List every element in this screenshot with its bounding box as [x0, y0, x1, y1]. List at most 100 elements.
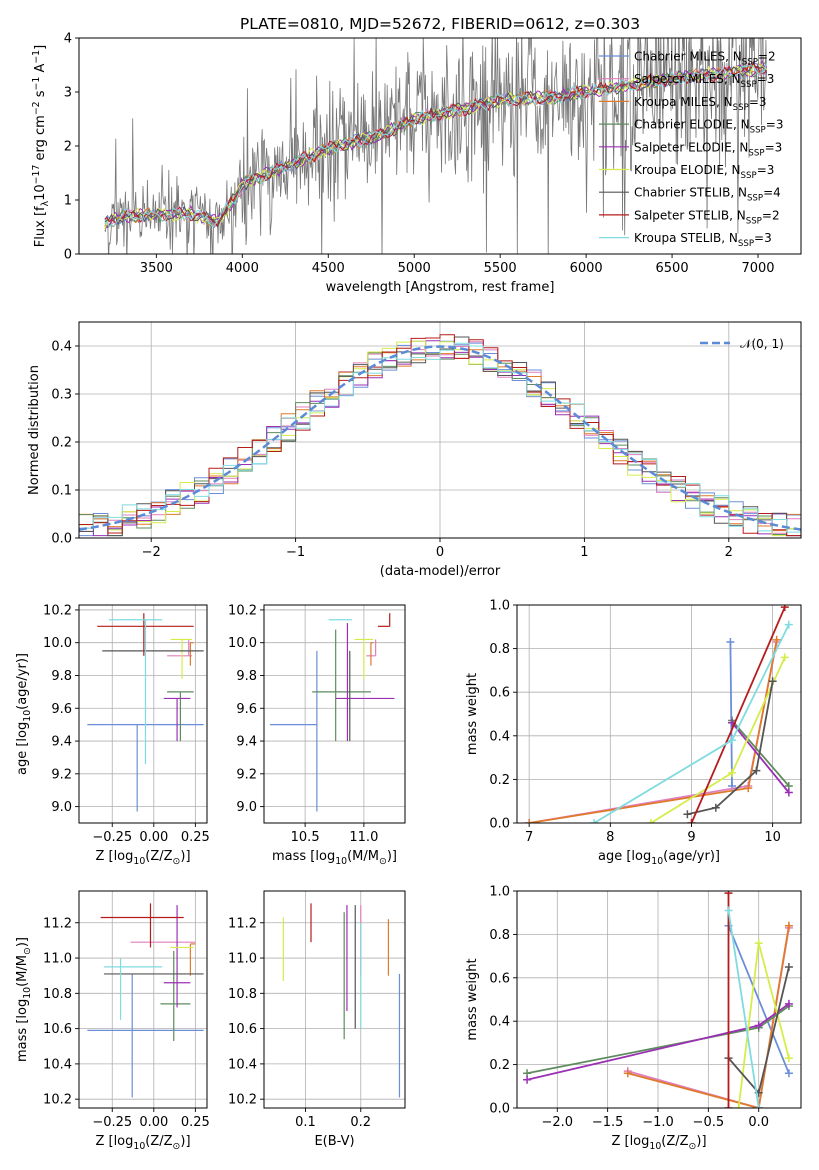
- y-tick-label: 9.8: [236, 669, 257, 684]
- y-tick-label: 0.1: [51, 484, 72, 499]
- y-tick-label: 0.3: [51, 388, 72, 403]
- x-tick-label: −0.5: [693, 1115, 725, 1130]
- x-tick-label: 4500: [312, 261, 345, 276]
- ticks: 3500 4000 4500 5000 5500 6000 6500 7000 0 1 2 3 4: [64, 32, 775, 277]
- y-tick-label: 9.0: [51, 800, 72, 815]
- y-tick-label: 0.6: [489, 686, 510, 701]
- y-tick-label: 2: [64, 140, 72, 155]
- x-tick-label: −2: [142, 545, 161, 560]
- errorbar-chabrier-elodie: [167, 691, 194, 742]
- weight-marker: [784, 962, 793, 971]
- ticks: 0.1 0.2 10.2 10.4 10.6 10.8 11.0 11.2: [228, 916, 371, 1130]
- y-tick-label: 3: [64, 86, 72, 101]
- errorbar-kroupa-miles: [189, 642, 194, 666]
- y-tick-label: 10.2: [43, 603, 72, 618]
- x-tick-label: 4000: [226, 261, 259, 276]
- legend-label: Chabrier MILES, NSSP=2: [634, 50, 776, 68]
- x-tick-label: −0.25: [92, 1115, 132, 1130]
- axes-frame: [516, 604, 802, 824]
- errorbar-kroupa-miles: [189, 943, 196, 976]
- weight-marker: [711, 803, 720, 812]
- x-tick-label: 10.5: [291, 830, 320, 845]
- histogram-kroupa-stelib: [79, 342, 801, 533]
- y-tick-label: 10.2: [43, 1093, 72, 1108]
- weight-marker: [726, 638, 735, 647]
- weight-marker: [728, 768, 737, 777]
- x-axis-label: mass [log10(M/M⊙)]: [272, 849, 397, 867]
- y-tick-label: 10.2: [228, 603, 257, 618]
- x-tick-label: −0.25: [92, 830, 132, 845]
- y-tick-label: 9.2: [51, 767, 72, 782]
- y-tick-label: 10.6: [43, 1022, 72, 1037]
- weight-series-kroupa-elodie: [734, 939, 793, 1108]
- y-tick-label: 9.4: [51, 735, 72, 750]
- weight-line: [727, 910, 760, 1108]
- model-line-salpeter-stelib: [104, 61, 767, 227]
- axes-frame: [78, 604, 208, 824]
- y-tick-label: 9.6: [236, 702, 257, 717]
- legend-label: 𝒩(0, 1): [740, 337, 784, 351]
- errorbar-salpeter-elodie: [163, 697, 191, 742]
- legend-label: Salpeter ELODIE, NSSP=3: [634, 140, 782, 158]
- weight-line: [731, 722, 790, 794]
- errorbar-salpeter-elodie: [163, 905, 191, 1008]
- weight-marker: [772, 635, 781, 644]
- weight-marker: [780, 605, 789, 612]
- y-tick-label: 4: [64, 32, 72, 47]
- x-tick-label: 0.2: [350, 1115, 371, 1130]
- y-tick-label: 10.6: [228, 1022, 257, 1037]
- axes-frame: [78, 321, 802, 539]
- ticks: −2.0 −1.5 −1.0 −0.5 0.0 0.0 0.2 0.4 0.6 0.8 1.0: [489, 885, 769, 1131]
- model-line-chabrier-elodie: [104, 61, 767, 230]
- x-tick-label: 0.00: [139, 1115, 168, 1130]
- y-tick-label: 0.8: [489, 642, 510, 657]
- y-tick-label: 0.2: [489, 773, 510, 788]
- y-tick-label: 0: [64, 248, 72, 263]
- age-vs-metallicity-panel: −0.25 0.00 0.25 9.0 9.2 9.4 9.6 9.8 10.0 10.2 Z [l…: [15, 603, 210, 867]
- axes-frame: [78, 890, 208, 1109]
- y-axis-label: mass weight: [465, 958, 480, 1040]
- legend-label: Salpeter MILES, NSSP=3: [634, 72, 774, 90]
- weight-marker: [646, 819, 655, 823]
- weight-series-chabrier-stelib: [683, 677, 777, 819]
- x-axis-label: E(B-V): [314, 1134, 354, 1149]
- x-tick-label: 1: [580, 545, 588, 560]
- weight-marker: [784, 620, 793, 629]
- weight-marker: [754, 1104, 763, 1108]
- x-tick-label: 3500: [140, 261, 173, 276]
- age-vs-mass-panel: 10.5 11.0 9.0 9.2 9.4 9.6 9.8 10.0 10.2 mass [log…: [228, 603, 406, 867]
- x-tick-label: 0.25: [181, 1115, 210, 1130]
- errorbar-kroupa-stelib: [103, 958, 163, 1020]
- weight-marker: [780, 653, 789, 662]
- grid: [79, 605, 207, 823]
- x-axis-label: Z [log10(Z/Z⊙)]: [95, 849, 190, 867]
- y-tick-label: 0.0: [51, 532, 72, 547]
- weight-line: [690, 606, 786, 823]
- x-tick-label: −2.0: [541, 1115, 573, 1130]
- x-tick-label: 11.0: [349, 830, 378, 845]
- residuals-panel: −2 −1 0 1 2 0.0 0.1 0.2 0.3 0.4 (data-model)/error…: [27, 321, 802, 579]
- x-tick-label: 8: [606, 830, 614, 845]
- x-tick-label: 0.25: [181, 830, 210, 845]
- x-tick-label: −1.0: [642, 1115, 674, 1130]
- errorbar-kroupa-elodie: [354, 638, 374, 679]
- y-axis-label: mass weight: [465, 673, 480, 755]
- plot-area: [87, 903, 204, 1098]
- y-axis-label: Flux [fλ10−17 erg cm−2 s−1 A−1]: [31, 45, 51, 247]
- legend-label: Kroupa ELODIE, NSSP=3: [634, 163, 774, 181]
- x-tick-label: 0.1: [295, 1115, 316, 1130]
- y-tick-label: 10.2: [228, 1093, 257, 1108]
- y-tick-label: 11.0: [228, 952, 257, 967]
- grid: [264, 891, 405, 1108]
- weight-marker: [784, 788, 793, 797]
- x-tick-label: 5500: [484, 261, 517, 276]
- weight-marker: [724, 891, 733, 898]
- x-tick-label: −1: [286, 545, 305, 560]
- errorbar-chabrier-elodie: [160, 950, 191, 1041]
- x-tick-label: 6500: [656, 261, 689, 276]
- legend-label: Salpeter STELIB, NSSP=2: [634, 208, 780, 226]
- weight-marker: [683, 810, 692, 819]
- y-tick-label: 0.2: [489, 1058, 510, 1073]
- plot-area: [79, 334, 801, 537]
- x-tick-label: 10: [764, 830, 781, 845]
